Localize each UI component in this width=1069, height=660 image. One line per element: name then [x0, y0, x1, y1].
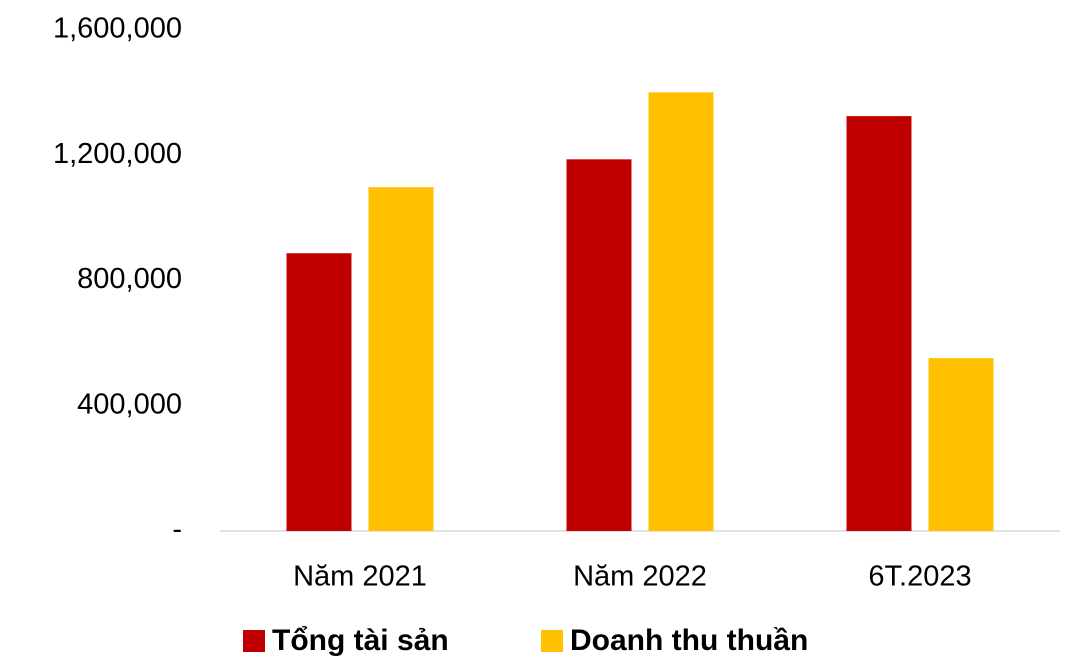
y-tick-label: -: [172, 514, 182, 546]
legend-swatch: [243, 630, 265, 652]
bar: [928, 358, 994, 531]
legend-label: Doanh thu thuần: [570, 624, 808, 657]
y-tick-label: 400,000: [77, 388, 182, 420]
x-tick-label: Năm 2021: [293, 561, 427, 593]
bar: [368, 187, 434, 531]
bar: [286, 253, 352, 531]
legend-label: Tổng tài sản: [272, 624, 449, 657]
x-tick-label: Năm 2022: [573, 561, 707, 593]
y-tick-label: 800,000: [77, 263, 182, 295]
y-tick-label: 1,600,000: [53, 13, 182, 45]
bar: [566, 159, 632, 531]
y-tick-label: 1,200,000: [53, 138, 182, 170]
legend-swatch: [541, 630, 563, 652]
bar: [846, 116, 912, 531]
x-tick-label: 6T.2023: [868, 561, 971, 593]
bar: [648, 92, 714, 531]
